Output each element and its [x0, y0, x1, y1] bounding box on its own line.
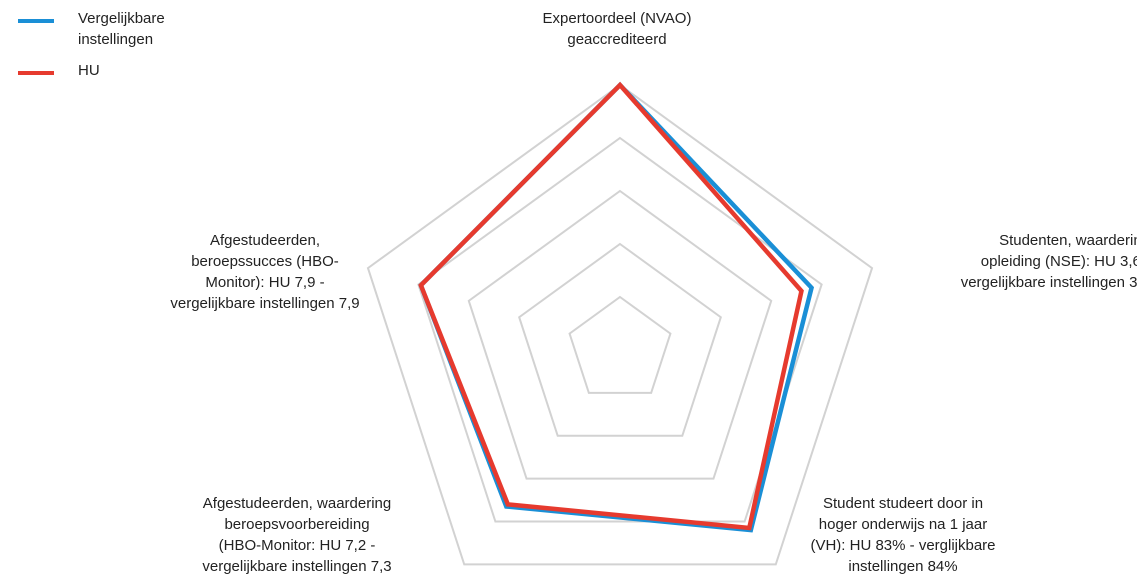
axis-label-beroepsvoorbereiding: Afgestudeerden, waardering beroepsvoorbe… — [202, 495, 392, 575]
series-line-hu — [418, 81, 804, 531]
legend-item-hu: HU — [18, 60, 165, 81]
axis-label-beroepssucces: Afgestudeerden, beroepssucces (HBO- Moni… — [170, 232, 360, 312]
axis-label-studenten: Studenten, waardering opleiding (NSE): H… — [960, 232, 1137, 291]
legend-swatch-red — [18, 71, 54, 75]
grid-ring — [568, 295, 672, 394]
grid-ring — [366, 83, 874, 566]
radar-series — [418, 81, 815, 533]
axis-label-expertoordeel: Expertoordeel (NVAO) geaccrediteerd — [542, 10, 692, 48]
axis-label-doorstudeer: Student studeert door in hoger onderwijs… — [810, 495, 996, 575]
legend: Vergelijkbare instellingen HU — [18, 8, 165, 91]
legend-label: HU — [78, 62, 100, 79]
grid-ring — [467, 189, 773, 480]
legend-item-vergelijkbare: Vergelijkbare instellingen — [18, 8, 165, 50]
series-line-vergelijkbare — [418, 81, 815, 533]
legend-label: Vergelijkbare instellingen — [78, 10, 165, 48]
legend-swatch-blue — [18, 19, 54, 23]
grid-ring — [518, 242, 722, 437]
